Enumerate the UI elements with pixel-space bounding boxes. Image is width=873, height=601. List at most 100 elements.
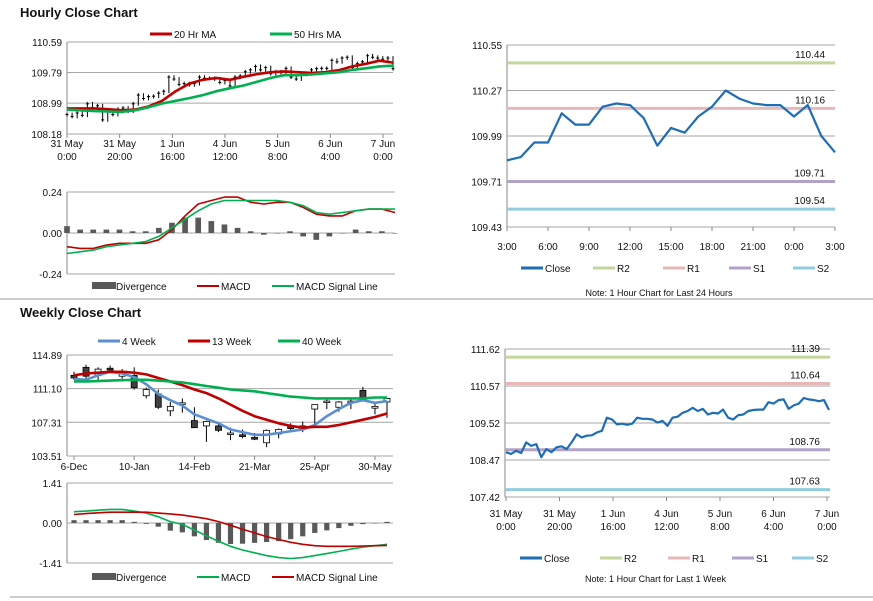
x-tick-label: 3:00 bbox=[825, 242, 845, 253]
divergence-bar bbox=[360, 523, 366, 525]
divergence-bar bbox=[313, 233, 320, 240]
candle-body bbox=[142, 389, 150, 397]
y-tick-label: 110.55 bbox=[472, 41, 502, 52]
divergence-bar bbox=[71, 520, 77, 523]
x-tick-label: 6:00 bbox=[538, 242, 558, 253]
divergence-bar bbox=[129, 231, 136, 233]
chart-2: 110.55 110.27 109.99 109.71 109.43 3:00 6:00 9:… bbox=[471, 41, 845, 298]
candle-body bbox=[70, 374, 78, 379]
candle-body bbox=[335, 401, 343, 408]
candle-body bbox=[130, 374, 138, 389]
divergence-bar bbox=[95, 520, 101, 523]
divergence-bar bbox=[339, 233, 346, 234]
divergence-bar bbox=[276, 523, 282, 542]
level-label-R1: 110.64 bbox=[790, 371, 820, 382]
legend-label: R2 bbox=[617, 264, 630, 275]
level-label-R2: 111.39 bbox=[791, 344, 821, 355]
legend-label: 13 Week bbox=[212, 337, 252, 348]
x-tick-label: 20:00 bbox=[107, 152, 132, 163]
x-tick-label: 4 Jun bbox=[654, 509, 678, 520]
series-line-4-week bbox=[73, 370, 388, 437]
series-line-macd-signal-line bbox=[66, 199, 395, 255]
candle-body bbox=[311, 404, 319, 410]
divergence-bar bbox=[221, 224, 228, 233]
divergence-bar bbox=[208, 221, 215, 233]
legend-label: Close bbox=[545, 264, 571, 275]
divergence-bar bbox=[264, 523, 270, 543]
candle-body bbox=[251, 437, 258, 440]
legend: 20 Hr MA 50 Hrs MA bbox=[150, 30, 342, 41]
series-line-close bbox=[505, 396, 830, 459]
legend: Close R2 R1 S1 S2 bbox=[520, 554, 829, 565]
divergence-bar bbox=[372, 523, 378, 524]
divergence-bar bbox=[300, 523, 306, 537]
level-label-S2: 107.63 bbox=[789, 477, 820, 488]
divergence-bar bbox=[348, 523, 354, 526]
y-tick-label: 111.10 bbox=[33, 385, 63, 396]
y-tick-label: 114.89 bbox=[32, 351, 62, 362]
legend-label: MACD bbox=[221, 282, 250, 293]
divergence-bar bbox=[203, 523, 210, 541]
candle-body bbox=[190, 420, 198, 429]
x-tick-label: 4:00 bbox=[764, 522, 784, 533]
y-tick-label: -0.24 bbox=[39, 270, 62, 281]
level-label-R1: 110.16 bbox=[795, 95, 825, 106]
x-tick-label: 8:00 bbox=[268, 152, 288, 163]
x-tick-label: 0:00 bbox=[57, 152, 77, 163]
y-tick-label: 109.79 bbox=[31, 69, 62, 80]
legend-swatch bbox=[92, 282, 116, 289]
x-tick-label: 0:00 bbox=[496, 522, 516, 533]
x-tick-label: 21-Mar bbox=[239, 462, 271, 473]
y-tick-label: 110.27 bbox=[472, 87, 502, 98]
y-tick-label: 109.52 bbox=[469, 419, 500, 430]
divergence-bar bbox=[287, 231, 293, 233]
weekly-chart-title: Weekly Close Chart bbox=[20, 305, 142, 320]
x-tick-label: 15:00 bbox=[658, 242, 683, 253]
legend: Divergence MACD MACD Signal Line bbox=[92, 573, 378, 584]
divergence-bar bbox=[247, 231, 254, 233]
candle-body bbox=[371, 405, 379, 409]
series-line-13-week bbox=[73, 370, 388, 430]
x-tick-label: 12:00 bbox=[654, 522, 679, 533]
x-tick-label: 12:00 bbox=[617, 242, 642, 253]
candle-body bbox=[263, 429, 271, 444]
x-tick-label: 1 Jun bbox=[160, 139, 184, 150]
legend-label: R1 bbox=[687, 264, 700, 275]
divergence-bar bbox=[324, 523, 330, 531]
x-tick-label: 1 Jun bbox=[601, 509, 625, 520]
legend-label: 40 Week bbox=[302, 337, 342, 348]
y-tick-label: -1.41 bbox=[39, 559, 62, 570]
x-tick-label: 31 May bbox=[490, 509, 523, 520]
divergence-bar bbox=[234, 227, 241, 233]
series-line-macd bbox=[66, 196, 396, 250]
candle-body bbox=[215, 425, 222, 431]
legend-label: MACD Signal Line bbox=[296, 573, 378, 584]
divergence-bar bbox=[379, 231, 385, 233]
chart-note: Note: 1 Hour Chart for Last 24 Hours bbox=[585, 288, 733, 298]
level-label-S2: 109.54 bbox=[794, 196, 825, 207]
divergence-bar bbox=[182, 217, 188, 233]
x-tick-label: 31 May bbox=[103, 139, 136, 150]
y-tick-label: 111.62 bbox=[471, 345, 501, 356]
series-line-50-hrs-ma bbox=[66, 64, 394, 114]
series-line-macd bbox=[73, 508, 388, 560]
x-tick-label: 0:00 bbox=[817, 522, 837, 533]
legend: 4 Week 13 Week 40 Week bbox=[98, 337, 342, 348]
chart-note: Note: 1 Hour Chart for Last 1 Week bbox=[585, 574, 726, 584]
legend-label: MACD Signal Line bbox=[296, 282, 378, 293]
divergence-bar bbox=[384, 521, 390, 523]
x-tick-label: 0:00 bbox=[784, 242, 804, 253]
y-tick-label: 0.00 bbox=[43, 519, 63, 530]
divergence-bar bbox=[288, 523, 294, 540]
x-tick-label: 5 Jun bbox=[265, 139, 289, 150]
hourly-chart-title: Hourly Close Chart bbox=[20, 5, 138, 20]
y-tick-label: 108.47 bbox=[469, 456, 500, 467]
y-tick-label: 109.71 bbox=[471, 178, 502, 189]
divergence-bar bbox=[167, 523, 173, 531]
level-label-R2: 110.44 bbox=[795, 50, 825, 61]
x-tick-label: 0:00 bbox=[373, 152, 393, 163]
divergence-bar bbox=[107, 520, 113, 523]
candle-body bbox=[227, 432, 234, 435]
